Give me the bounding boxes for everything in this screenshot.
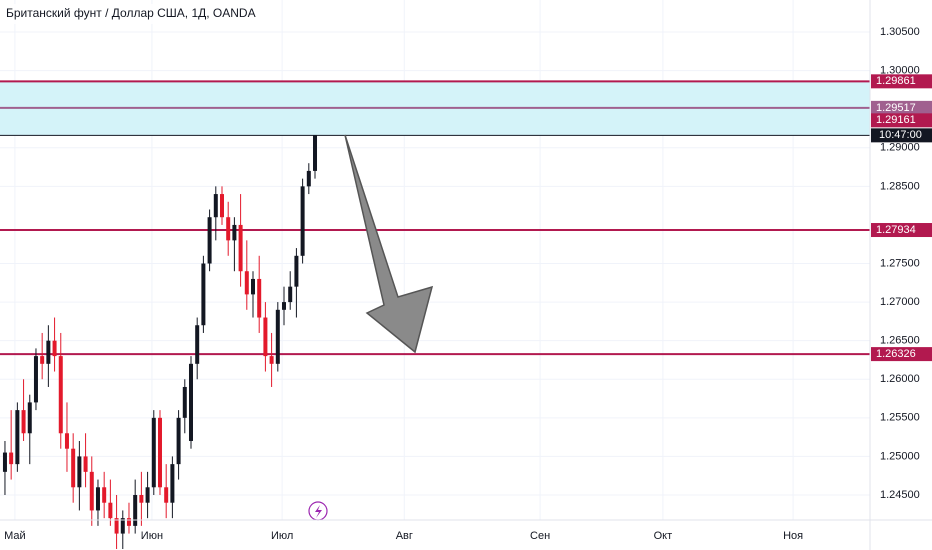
arrow — [344, 134, 434, 354]
price-label-bg — [871, 347, 932, 362]
candle-body — [52, 340, 57, 357]
candle-body — [244, 271, 249, 295]
replay-icon[interactable] — [308, 501, 328, 521]
y-tick-label: 1.27000 — [880, 296, 920, 308]
candle-body — [126, 518, 131, 526]
candle-body — [64, 433, 69, 449]
time-label: 10:47:00 — [879, 129, 922, 141]
candle-body — [151, 417, 156, 488]
y-tick-label: 1.30500 — [880, 26, 920, 38]
price-label-bg — [871, 100, 932, 115]
candle-body — [257, 278, 262, 318]
y-tick-label: 1.24500 — [880, 489, 920, 501]
chart-title: Британский фунт / Доллар США, 1Д, OANDA — [6, 6, 256, 20]
candle-body — [9, 452, 14, 465]
candle-body — [251, 278, 256, 295]
price-label: 1.29517 — [876, 102, 916, 114]
candle-body — [58, 356, 63, 434]
y-tick-label: 1.26500 — [880, 335, 920, 347]
candle-body — [27, 402, 32, 434]
candle-body — [201, 263, 206, 326]
y-tick-label: 1.28500 — [880, 180, 920, 192]
candle-body — [139, 494, 144, 503]
candle-body — [145, 487, 150, 503]
candle-body — [238, 224, 243, 272]
candle-body — [46, 340, 51, 364]
axes-layer: 1.24500 1.25000 1.25500 1.26000 1.26500 1.270… — [4, 26, 920, 542]
candle-body — [120, 518, 125, 534]
candle-body — [114, 518, 119, 534]
candle-body — [300, 186, 305, 256]
title-bg — [0, 4, 260, 24]
candle-body — [108, 502, 113, 519]
candle-body — [288, 286, 293, 303]
candle-body — [15, 410, 20, 465]
candle-body — [71, 448, 76, 488]
candle-body — [263, 317, 268, 357]
time-label-bg — [871, 128, 932, 143]
x-tick-label: Май — [4, 530, 26, 542]
x-tick-label: Ноя — [783, 530, 803, 542]
candle-body — [282, 302, 287, 310]
x-tick-label: Июн — [141, 530, 163, 542]
candle-body — [170, 464, 175, 503]
price-label-bg — [871, 223, 932, 238]
candle-body — [207, 217, 212, 264]
candle-body — [213, 194, 218, 218]
candle-body — [102, 487, 107, 503]
candle-body — [133, 494, 138, 526]
price-label-bg — [871, 113, 932, 128]
candle-body — [188, 363, 193, 441]
price-label: 1.26326 — [876, 348, 916, 360]
labels-layer: 1.29861 1.29517 1.27934 1.26326 1.29161 10:47… — [871, 74, 932, 362]
price-label: 1.29861 — [876, 75, 916, 87]
candle-body — [40, 356, 45, 364]
candle-body — [164, 487, 169, 503]
candle-body — [157, 417, 162, 488]
candle-body — [176, 417, 181, 465]
candle-body — [33, 356, 38, 403]
x-tick-label: Июл — [271, 530, 293, 542]
candle-body — [219, 194, 224, 218]
y-tick-label: 1.30000 — [880, 65, 920, 77]
candle-body — [83, 456, 88, 472]
candle-body — [2, 452, 7, 472]
candles-layer — [2, 135, 318, 550]
price-label: 1.29161 — [876, 114, 916, 126]
x-tick-label: Окт — [654, 530, 673, 542]
candle-body — [313, 135, 318, 171]
candle-body — [269, 356, 274, 364]
x-tick-label: Авг — [396, 530, 413, 542]
candle-body — [275, 309, 280, 364]
candle-body — [195, 325, 200, 364]
candle-body — [95, 487, 100, 511]
levels-layer — [0, 80, 870, 356]
candle-body — [232, 224, 237, 241]
x-tick-label: Сен — [530, 530, 550, 542]
candle-body — [89, 471, 94, 511]
candle-body — [77, 456, 82, 488]
candle-body — [182, 386, 187, 418]
candle-body — [226, 217, 231, 241]
candle-body — [21, 410, 26, 434]
y-tick-label: 1.25000 — [880, 450, 920, 462]
y-tick-label: 1.29000 — [880, 142, 920, 154]
y-tick-label: 1.25500 — [880, 412, 920, 424]
candle-body — [294, 255, 299, 287]
price-label: 1.27934 — [876, 224, 916, 236]
grid — [0, 0, 870, 520]
y-tick-label: 1.27500 — [880, 257, 920, 269]
candle-body — [306, 170, 311, 187]
price-label-bg — [871, 74, 932, 89]
y-tick-label: 1.26000 — [880, 373, 920, 385]
